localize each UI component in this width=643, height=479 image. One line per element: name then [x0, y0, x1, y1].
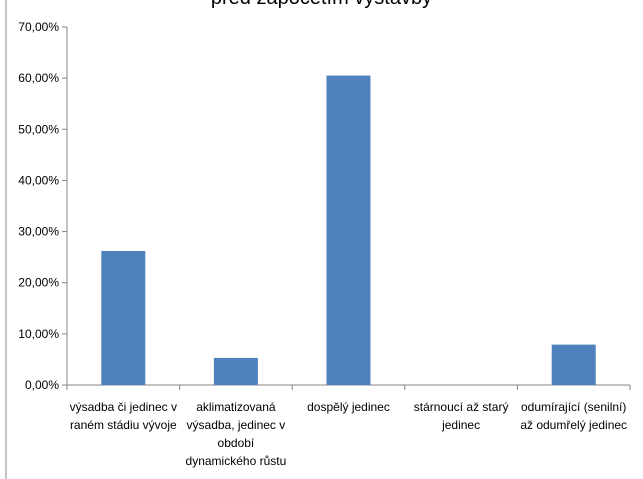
- y-tick-label: 70,00%: [18, 20, 59, 34]
- x-tick-label-line: stárnoucí až starý: [414, 400, 509, 414]
- x-tick-label-line: období: [218, 436, 255, 450]
- y-tick-label: 20,00%: [18, 276, 59, 290]
- x-tick-label: dospělý jedinec: [307, 400, 390, 414]
- y-tick-label: 0,00%: [25, 378, 59, 392]
- bar: [326, 75, 371, 385]
- x-tick-label-line: dospělý jedinec: [307, 400, 390, 414]
- y-tick-label: 40,00%: [18, 173, 59, 187]
- x-tick-label-line: výsadba, jedinec v: [187, 418, 286, 432]
- y-tick-label: 50,00%: [18, 122, 59, 136]
- chart-title: před započetím výstavby: [0, 0, 643, 10]
- x-tick-label-line: výsadba či jedinec v: [70, 400, 177, 414]
- x-tick-label-line: až odumřelý jedinec: [520, 418, 627, 432]
- y-tick-label: 10,00%: [18, 327, 59, 341]
- x-tick-label-line: jedinec: [441, 418, 480, 432]
- x-tick-label: stárnoucí až starý jedinec: [414, 400, 509, 432]
- x-tick-label: výsadba či jedinec v raném stádiu vývoje: [70, 400, 177, 432]
- y-tick-label: 30,00%: [18, 225, 59, 239]
- x-tick-label-line: dynamického růstu: [186, 454, 287, 468]
- y-tick-label: 60,00%: [18, 71, 59, 85]
- x-tick-label-line: raném stádiu vývoje: [70, 418, 177, 432]
- bar: [213, 357, 258, 385]
- x-tick-label-line: odumírající (senilní): [521, 400, 626, 414]
- x-tick-label: odumírající (senilní) až odumřelý jedinec: [520, 400, 627, 432]
- bar: [551, 344, 596, 385]
- x-tick-label-line: aklimatizovaná: [196, 400, 276, 414]
- x-tick-label: aklimatizovaná výsadba, jedinec v období dy…: [186, 400, 287, 468]
- bar: [101, 251, 146, 385]
